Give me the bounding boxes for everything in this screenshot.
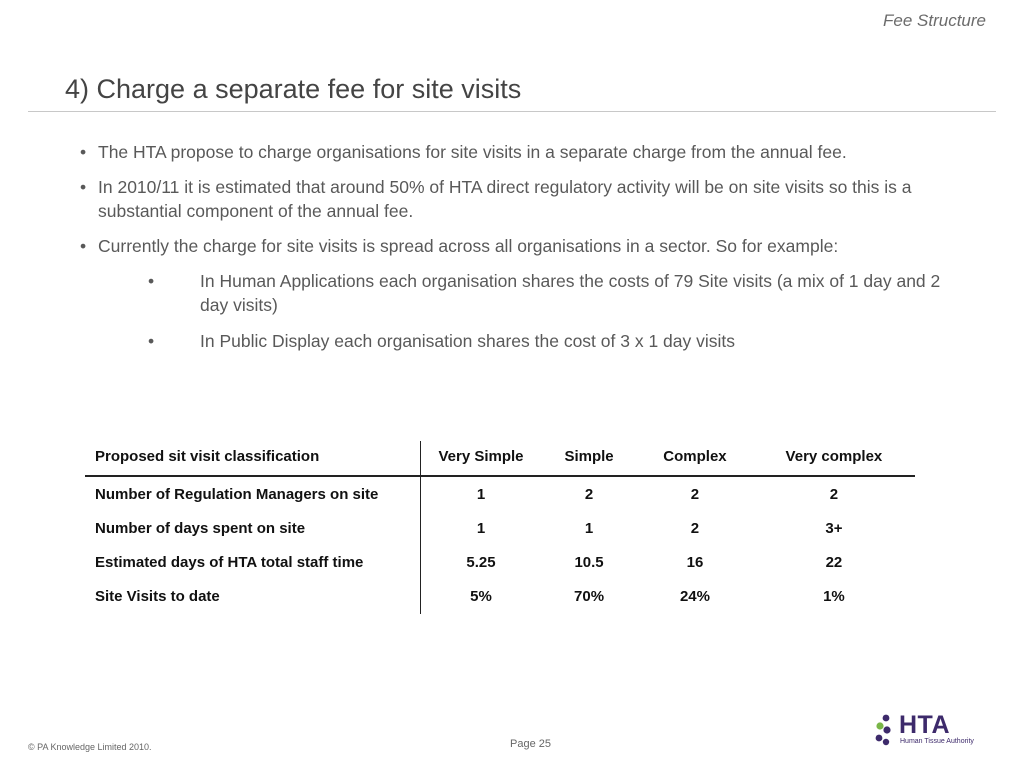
table-cell: 22 (825, 554, 843, 571)
table-cell: 1 (476, 486, 486, 503)
footer-page-number: Page 25 (510, 738, 551, 750)
table-cell: 5% (470, 588, 492, 605)
logo-dot (876, 722, 884, 730)
table-row: Estimated days of HTA total staff time 5… (85, 546, 915, 580)
bullet-icon: • (148, 331, 155, 351)
table-cell: 2 (690, 486, 700, 503)
table-cell: 1 (476, 520, 486, 537)
table-cell: 2 (584, 486, 594, 503)
bullet-list: • The HTA propose to charge organisation… (80, 140, 960, 365)
header-very-complex: Very complex (752, 441, 915, 477)
row-label: Number of days spent on site (85, 512, 421, 546)
logo-dot (883, 726, 891, 734)
logo-tagline: Human Tissue Authority (900, 738, 974, 745)
bullet-icon: • (80, 236, 87, 256)
table-cell: 5.25 (466, 554, 496, 571)
logo-wordmark: HTA (899, 711, 951, 739)
table-cell: 24% (679, 588, 710, 605)
header-very-simple: Very Simple (420, 441, 541, 477)
row-label: Site Visits to date (85, 580, 421, 614)
sub-bullet-item: • In Public Display each organisation sh… (80, 329, 960, 353)
table-cell: 10.5 (574, 554, 604, 571)
table-cell: 70% (574, 588, 605, 605)
header-classification: Proposed sit visit classification (85, 441, 421, 477)
hta-logo: HTA Human Tissue Authority (874, 711, 986, 748)
bullet-text: The HTA propose to charge organisations … (98, 142, 847, 162)
row-label: Number of Regulation Managers on site (85, 476, 421, 512)
hta-logo-icon (875, 714, 891, 746)
table-cell: 16 (686, 554, 704, 571)
header-simple: Simple (541, 441, 638, 477)
title-divider (28, 111, 996, 112)
bullet-icon: • (80, 177, 87, 197)
site-visit-classification-table: Proposed sit visit classification Very S… (85, 441, 915, 614)
table-header-row: Proposed sit visit classification Very S… (85, 441, 915, 477)
table-cell: 1% (823, 588, 845, 605)
table-cell: 2 (829, 486, 839, 503)
table-cell: 2 (690, 520, 700, 537)
row-label: Estimated days of HTA total staff time (85, 546, 421, 580)
logo-dot (882, 738, 890, 746)
bullet-text: In 2010/11 it is estimated that around 5… (98, 177, 912, 221)
logo-dot (882, 714, 890, 722)
sub-bullet-text: In Public Display each organisation shar… (200, 331, 735, 351)
table-cell: 3+ (825, 520, 843, 537)
bullet-item: • The HTA propose to charge organisation… (80, 140, 960, 164)
bullet-item: • Currently the charge for site visits i… (80, 234, 960, 258)
table-cell: 1 (584, 520, 594, 537)
table-row: Site Visits to date 5% 70% 24% 1% (85, 580, 915, 614)
section-label: Fee Structure (883, 11, 986, 30)
slide-title: 4) Charge a separate fee for site visits (65, 74, 522, 104)
footer-copyright: © PA Knowledge Limited 2010. (28, 742, 152, 752)
sub-bullet-item: • In Human Applications each organisatio… (80, 269, 960, 317)
sub-bullet-text: In Human Applications each organisation … (200, 271, 941, 315)
logo-dot (875, 734, 883, 742)
bullet-icon: • (148, 271, 155, 291)
bullet-icon: • (80, 142, 87, 162)
table-row: Number of days spent on site 1 1 2 3+ (85, 512, 915, 546)
bullet-text: Currently the charge for site visits is … (98, 236, 839, 256)
table-row: Number of Regulation Managers on site 1 … (85, 476, 915, 512)
bullet-item: • In 2010/11 it is estimated that around… (80, 175, 960, 223)
header-complex: Complex (637, 441, 753, 477)
